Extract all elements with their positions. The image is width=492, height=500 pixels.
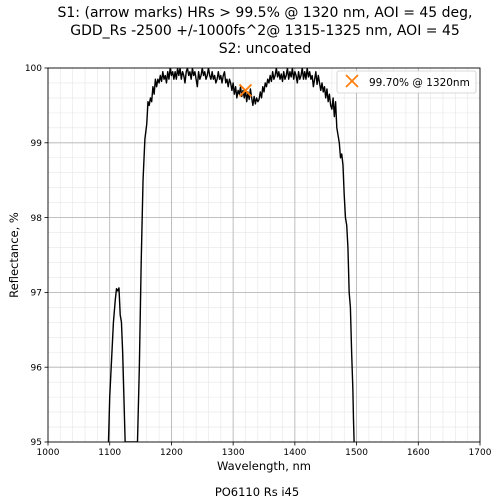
legend-marker-x — [345, 74, 359, 88]
major-grid — [48, 68, 480, 442]
y-axis-label: Reflectance, % — [7, 212, 21, 298]
x-tick-label: 1700 — [469, 448, 492, 458]
y-tick-label: 99 — [31, 139, 43, 149]
legend: 99.70% @ 1320nm — [336, 70, 477, 94]
reflectance-curve — [107, 68, 355, 442]
marker-99-70-at-1320 — [238, 83, 253, 98]
series-layer — [107, 68, 355, 442]
y-axis-ticks: 95 96 97 98 99 100 — [25, 64, 48, 448]
chart-title-line-2: GDD_Rs -2500 +/-1000fs^2@ 1315-1325 nm, … — [70, 23, 460, 39]
legend-x-marker — [345, 74, 359, 88]
x-tick-label: 1500 — [345, 448, 368, 458]
chart-caption: PO6110 Rs i45 — [215, 485, 299, 499]
chart-title-line-1: S1: (arrow marks) HRs > 99.5% @ 1320 nm,… — [58, 5, 473, 21]
minor-grid — [48, 68, 480, 442]
legend-label: 99.70% @ 1320nm — [369, 77, 470, 89]
x-tick-label: 1200 — [160, 448, 183, 458]
y-tick-label: 95 — [31, 438, 42, 448]
legend-x-marker-stroke-b — [345, 74, 359, 88]
chart-title-line-3: S2: uncoated — [219, 41, 312, 57]
legend-frame — [336, 70, 477, 94]
plot-frame — [47, 67, 481, 443]
y-tick-label: 100 — [25, 64, 42, 74]
x-tick-label: 1300 — [222, 448, 245, 458]
x-tick-label: 1600 — [407, 448, 430, 458]
x-tick-label: 1100 — [98, 448, 121, 458]
y-tick-label: 98 — [31, 214, 43, 224]
marker-layer — [238, 83, 253, 98]
y-tick-label: 96 — [31, 363, 43, 373]
chart-title: S1: (arrow marks) HRs > 99.5% @ 1320 nm,… — [58, 5, 473, 57]
y-tick-label: 97 — [31, 289, 42, 299]
x-axis-label: Wavelength, nm — [217, 459, 311, 473]
x-axis-ticks: 1000 1100 1200 1300 1400 1500 1600 1700 — [37, 442, 492, 458]
x-tick-label: 1000 — [37, 448, 60, 458]
marker-99-70-at-1320-stroke-b — [238, 83, 253, 98]
x-tick-label: 1400 — [283, 448, 306, 458]
